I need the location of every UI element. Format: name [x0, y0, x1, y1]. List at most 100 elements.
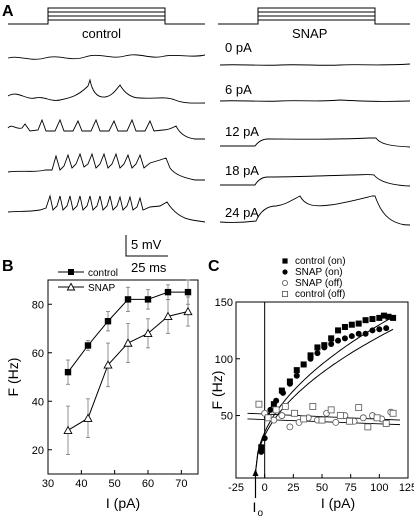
data-point-c-0: [328, 335, 335, 342]
data-point-b-0: [184, 288, 192, 296]
fit-curve-c-1: [255, 328, 394, 473]
legend-marker-c: [282, 258, 288, 264]
trace-control-24pa: [7, 194, 206, 223]
data-point-b-1: [103, 360, 113, 369]
threshold-subscript-c: o: [257, 508, 263, 519]
data-point-c-1: [335, 337, 342, 344]
x-tick-label-b: 30: [42, 478, 54, 490]
data-point-c-0: [258, 444, 265, 451]
x-tick-label-b: 50: [109, 478, 121, 490]
data-point-c-0: [335, 327, 342, 334]
panel-label-b: B: [2, 258, 14, 275]
data-point-b-1: [83, 413, 93, 422]
y-tick-label-c: 50: [221, 411, 233, 423]
x-axis-title-b: I (pA): [106, 495, 140, 511]
legend-label-c: SNAP (off): [295, 278, 342, 289]
x-tick-label-c: 25: [287, 482, 299, 494]
data-point-b-0: [84, 342, 92, 349]
data-point-c-0: [348, 321, 355, 328]
data-point-c-3: [272, 406, 280, 414]
scale-bar: [125, 235, 168, 257]
data-point-c-2: [332, 418, 340, 426]
trace-snap-6pa: [219, 99, 411, 102]
trace-control-12pa: [7, 118, 205, 140]
trace-snap-12pa: [220, 137, 411, 148]
y-tick-label-c: 150: [215, 297, 233, 309]
data-point-c-1: [321, 344, 328, 351]
data-point-c-3: [309, 403, 317, 410]
data-point-c-1: [293, 372, 300, 379]
current-label-12pa: 12 pA: [225, 124, 259, 139]
data-point-c-0: [341, 323, 348, 330]
data-point-c-0: [380, 312, 387, 319]
legend-label-b: control: [88, 268, 118, 279]
legend-marker-c: [281, 290, 288, 297]
y-tick-label-b: 60: [32, 348, 44, 360]
data-point-b-1: [123, 338, 133, 347]
current-label-6pa: 6 pA: [225, 82, 252, 97]
data-point-c-0: [376, 314, 383, 321]
y-axis-title-b: F (Hz): [5, 358, 21, 397]
panel-label-a: A: [2, 3, 14, 20]
legend-marker-c: [282, 269, 288, 275]
x-tick-label-c: 75: [345, 482, 357, 494]
voltage-traces-snap: [219, 63, 411, 226]
data-point-c-0: [385, 313, 392, 320]
chart-b: 30 40 50 60 70 20 40 60 80 I (pA) F (Hz) control SNA…: [5, 268, 199, 511]
x-tick-label-b: 40: [75, 478, 87, 490]
legend-marker-c: [281, 279, 288, 286]
data-point-c-1: [355, 330, 362, 337]
data-point-c-2: [286, 423, 294, 431]
data-point-b-0: [164, 288, 172, 296]
x-tick-label-c: 0: [262, 482, 268, 494]
data-point-c-3: [327, 406, 335, 414]
data-point-c-1: [341, 335, 348, 342]
data-point-b-1: [63, 425, 73, 434]
data-point-c-2: [278, 412, 286, 419]
data-point-c-3: [373, 414, 381, 422]
plot-frame-b: [47, 279, 199, 475]
data-point-c-1: [286, 380, 293, 387]
data-point-b-0: [144, 296, 152, 303]
data-point-c-1: [383, 325, 390, 332]
x-tick-label-c: 125: [399, 482, 414, 494]
scale-label-voltage: 5 mV: [131, 237, 162, 252]
current-label-0pa: 0 pA: [225, 40, 252, 55]
legend-label-c: control (on): [295, 256, 346, 267]
data-point-c-3: [300, 415, 308, 423]
legend-marker-b: [68, 269, 74, 275]
data-point-c-1: [258, 448, 265, 455]
x-tick-label-c: 50: [316, 482, 328, 494]
data-point-b-1: [163, 311, 173, 321]
trace-control-18pa: [7, 152, 205, 181]
data-point-c-1: [362, 330, 369, 337]
trace-snap-0pa: [219, 63, 411, 66]
trace-snap-24pa: [219, 195, 411, 226]
data-point-c-1: [300, 361, 307, 368]
data-point-c-0: [390, 314, 397, 321]
x-tick-label-b: 60: [142, 478, 154, 490]
scale-label-time: 25 ms: [131, 260, 167, 275]
data-point-b-1: [183, 306, 193, 316]
x-tick-label-b: 70: [175, 478, 187, 490]
y-axis-title-c: F (Hz): [209, 371, 225, 410]
data-point-c-3: [389, 409, 397, 417]
data-point-c-0: [355, 320, 362, 327]
y-tick-label-b: 20: [32, 445, 44, 457]
threshold-arrowhead-c: [252, 469, 259, 476]
legend-label-c: control (off): [295, 289, 345, 300]
column-title-control: control: [82, 26, 121, 41]
data-point-c-3: [291, 409, 298, 417]
data-point-c-0: [362, 317, 369, 324]
data-point-c-1: [369, 327, 376, 334]
threshold-label-c: I: [252, 499, 256, 515]
y-tick-label-b: 40: [32, 396, 44, 408]
data-point-c-3: [255, 400, 263, 408]
x-tick-label-c: 100: [370, 482, 388, 494]
data-point-c-1: [314, 350, 321, 357]
data-point-c-3: [318, 416, 326, 424]
data-point-c-0: [369, 316, 376, 323]
data-point-c-1: [376, 326, 383, 333]
trace-control-0pa: [7, 54, 206, 60]
